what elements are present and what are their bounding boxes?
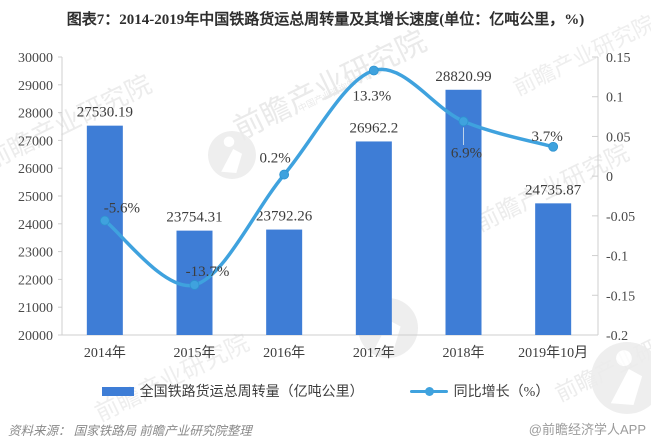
right-axis-tick-label: -0.15	[606, 289, 635, 304]
legend-line-label: 同比增长（%）	[453, 385, 550, 400]
line-swatch-icon	[409, 386, 448, 396]
line-value-label: 3.7%	[532, 129, 563, 145]
bar-value-label: 26962.2	[349, 120, 398, 136]
line-point-marker	[368, 65, 379, 76]
x-axis-label: 2019年10月	[518, 345, 588, 361]
line-value-label: -5.6%	[104, 201, 140, 217]
line-point-marker	[458, 116, 469, 127]
left-axis-tick-label: 30000	[18, 51, 53, 66]
line-value-label: 6.9%	[451, 145, 482, 161]
right-axis-tick-label: 0.15	[606, 51, 631, 66]
bar-value-label: 24735.87	[525, 182, 582, 198]
x-axis-label: 2017年	[353, 345, 395, 361]
left-axis-tick-label: 20000	[18, 329, 53, 344]
right-axis-tick-label: -0.1	[606, 250, 628, 265]
right-axis-tick-label: 0.05	[606, 130, 631, 145]
right-axis-tick-label: 0.1	[606, 91, 624, 106]
bar-value-label: 28820.99	[435, 69, 491, 85]
x-axis-label: 2014年	[84, 345, 126, 361]
bar-swatch-icon	[101, 386, 134, 396]
left-axis-tick-label: 21000	[18, 301, 53, 316]
legend-item-bar: 全国铁路货运总周转量（亿吨公里）	[101, 381, 364, 401]
line-point-marker	[548, 141, 559, 152]
left-axis-tick-label: 24000	[18, 218, 53, 233]
x-axis-label: 2016年	[263, 345, 305, 361]
footer: 资料来源： 国家铁路局 前瞻产业研究院整理 @前瞻经济学人APP	[0, 417, 651, 439]
bar	[266, 229, 303, 335]
watermark-text: 前瞻产业研究院	[91, 329, 254, 427]
left-axis-tick-label: 23000	[18, 246, 53, 261]
legend-bar-label: 全国铁路货运总周转量（亿吨公里）	[139, 385, 364, 400]
line-point-marker	[99, 215, 110, 226]
right-axis-tick-label: 0	[606, 170, 613, 185]
line-value-label: 0.2%	[260, 151, 291, 167]
left-axis-tick-label: 25000	[18, 190, 53, 205]
x-axis-label: 2015年	[174, 345, 216, 361]
x-axis-label: 2018年	[443, 345, 485, 361]
watermark-logo-icon	[591, 342, 651, 414]
left-axis-tick-label: 26000	[18, 162, 53, 177]
bar-value-label: 23792.26	[256, 209, 313, 225]
watermark-text: 前瞻产业研究院	[229, 25, 432, 147]
legend: 全国铁路货运总周转量（亿吨公里） 同比增长（%）	[0, 381, 651, 401]
left-axis-tick-label: 27000	[18, 134, 53, 149]
bar-value-label: 27530.19	[77, 105, 133, 121]
line-value-label: -13.7%	[186, 264, 230, 280]
source-note: 资料来源： 国家铁路局 前瞻产业研究院整理	[8, 424, 252, 438]
right-axis-tick-label: -0.05	[606, 210, 635, 225]
left-axis-tick-label: 22000	[18, 273, 53, 288]
line-point-marker	[189, 280, 200, 290]
bar	[535, 203, 572, 335]
legend-item-line: 同比增长（%）	[409, 381, 550, 401]
left-axis-tick-label: 29000	[18, 79, 53, 94]
line-value-label: 13.3%	[352, 89, 391, 105]
axes	[58, 56, 599, 336]
left-axis-tick-label: 28000	[18, 107, 53, 122]
watermark-logo-icon	[208, 131, 256, 179]
right-axis-tick-label: -0.2	[606, 329, 628, 344]
line-point-marker	[279, 169, 290, 180]
bar	[355, 141, 392, 335]
credit-note: @前瞻经济学人APP	[528, 422, 646, 437]
bar-value-label: 23754.31	[166, 210, 222, 226]
chart-title: 图表7：2014-2019年中国铁路货运总周转量及其增长速度(单位：亿吨公里，%…	[66, 12, 585, 28]
